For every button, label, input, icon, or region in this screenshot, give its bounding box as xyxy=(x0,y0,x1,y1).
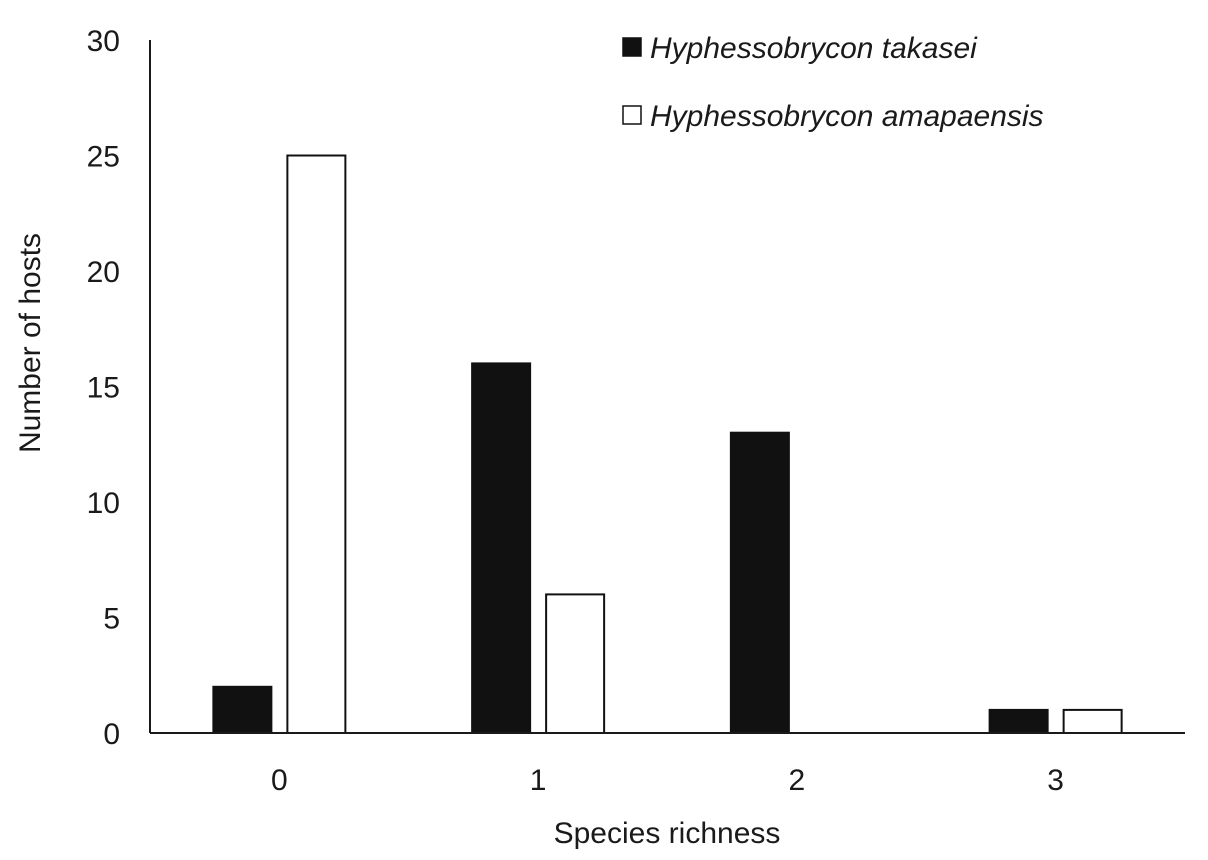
bar-series-0-cat-3 xyxy=(988,708,1049,735)
axes xyxy=(149,40,1185,734)
bar-series-0-cat-0 xyxy=(212,685,273,734)
x-tick-label: 0 xyxy=(271,764,288,797)
y-axis-title: Number of hosts xyxy=(14,233,47,453)
x-axis-title: Species richness xyxy=(554,817,781,850)
y-tick-label: 30 xyxy=(87,25,120,58)
y-tick-label: 5 xyxy=(103,603,120,636)
y-tick-label: 25 xyxy=(87,141,120,174)
legend: Hyphessobrycon takasei Hyphessobrycon am… xyxy=(622,32,1044,133)
bar-series-1-cat-1 xyxy=(545,593,606,735)
y-tick-label: 10 xyxy=(87,487,120,520)
bars xyxy=(212,154,1123,735)
legend-swatch-takasei xyxy=(622,37,642,57)
legend-label-amapaensis: Hyphessobrycon amapaensis xyxy=(650,100,1044,133)
x-tick-label: 2 xyxy=(789,764,806,797)
legend-label-takasei: Hyphessobrycon takasei xyxy=(650,32,978,65)
x-tick-label: 3 xyxy=(1047,764,1064,797)
bar-series-0-cat-1 xyxy=(471,362,532,734)
y-tick-label: 15 xyxy=(87,372,120,405)
y-tick-label: 0 xyxy=(103,718,120,751)
y-axis-ticks: 0 5 10 15 20 25 30 xyxy=(87,25,120,751)
x-tick-label: 1 xyxy=(530,764,547,797)
y-tick-label: 20 xyxy=(87,256,120,289)
x-axis-ticks: 0 1 2 3 xyxy=(271,764,1064,797)
bar-series-1-cat-3 xyxy=(1062,708,1123,735)
legend-swatch-amapaensis xyxy=(622,105,642,125)
bar-series-0-cat-2 xyxy=(729,431,790,734)
bar-series-1-cat-0 xyxy=(286,154,347,734)
